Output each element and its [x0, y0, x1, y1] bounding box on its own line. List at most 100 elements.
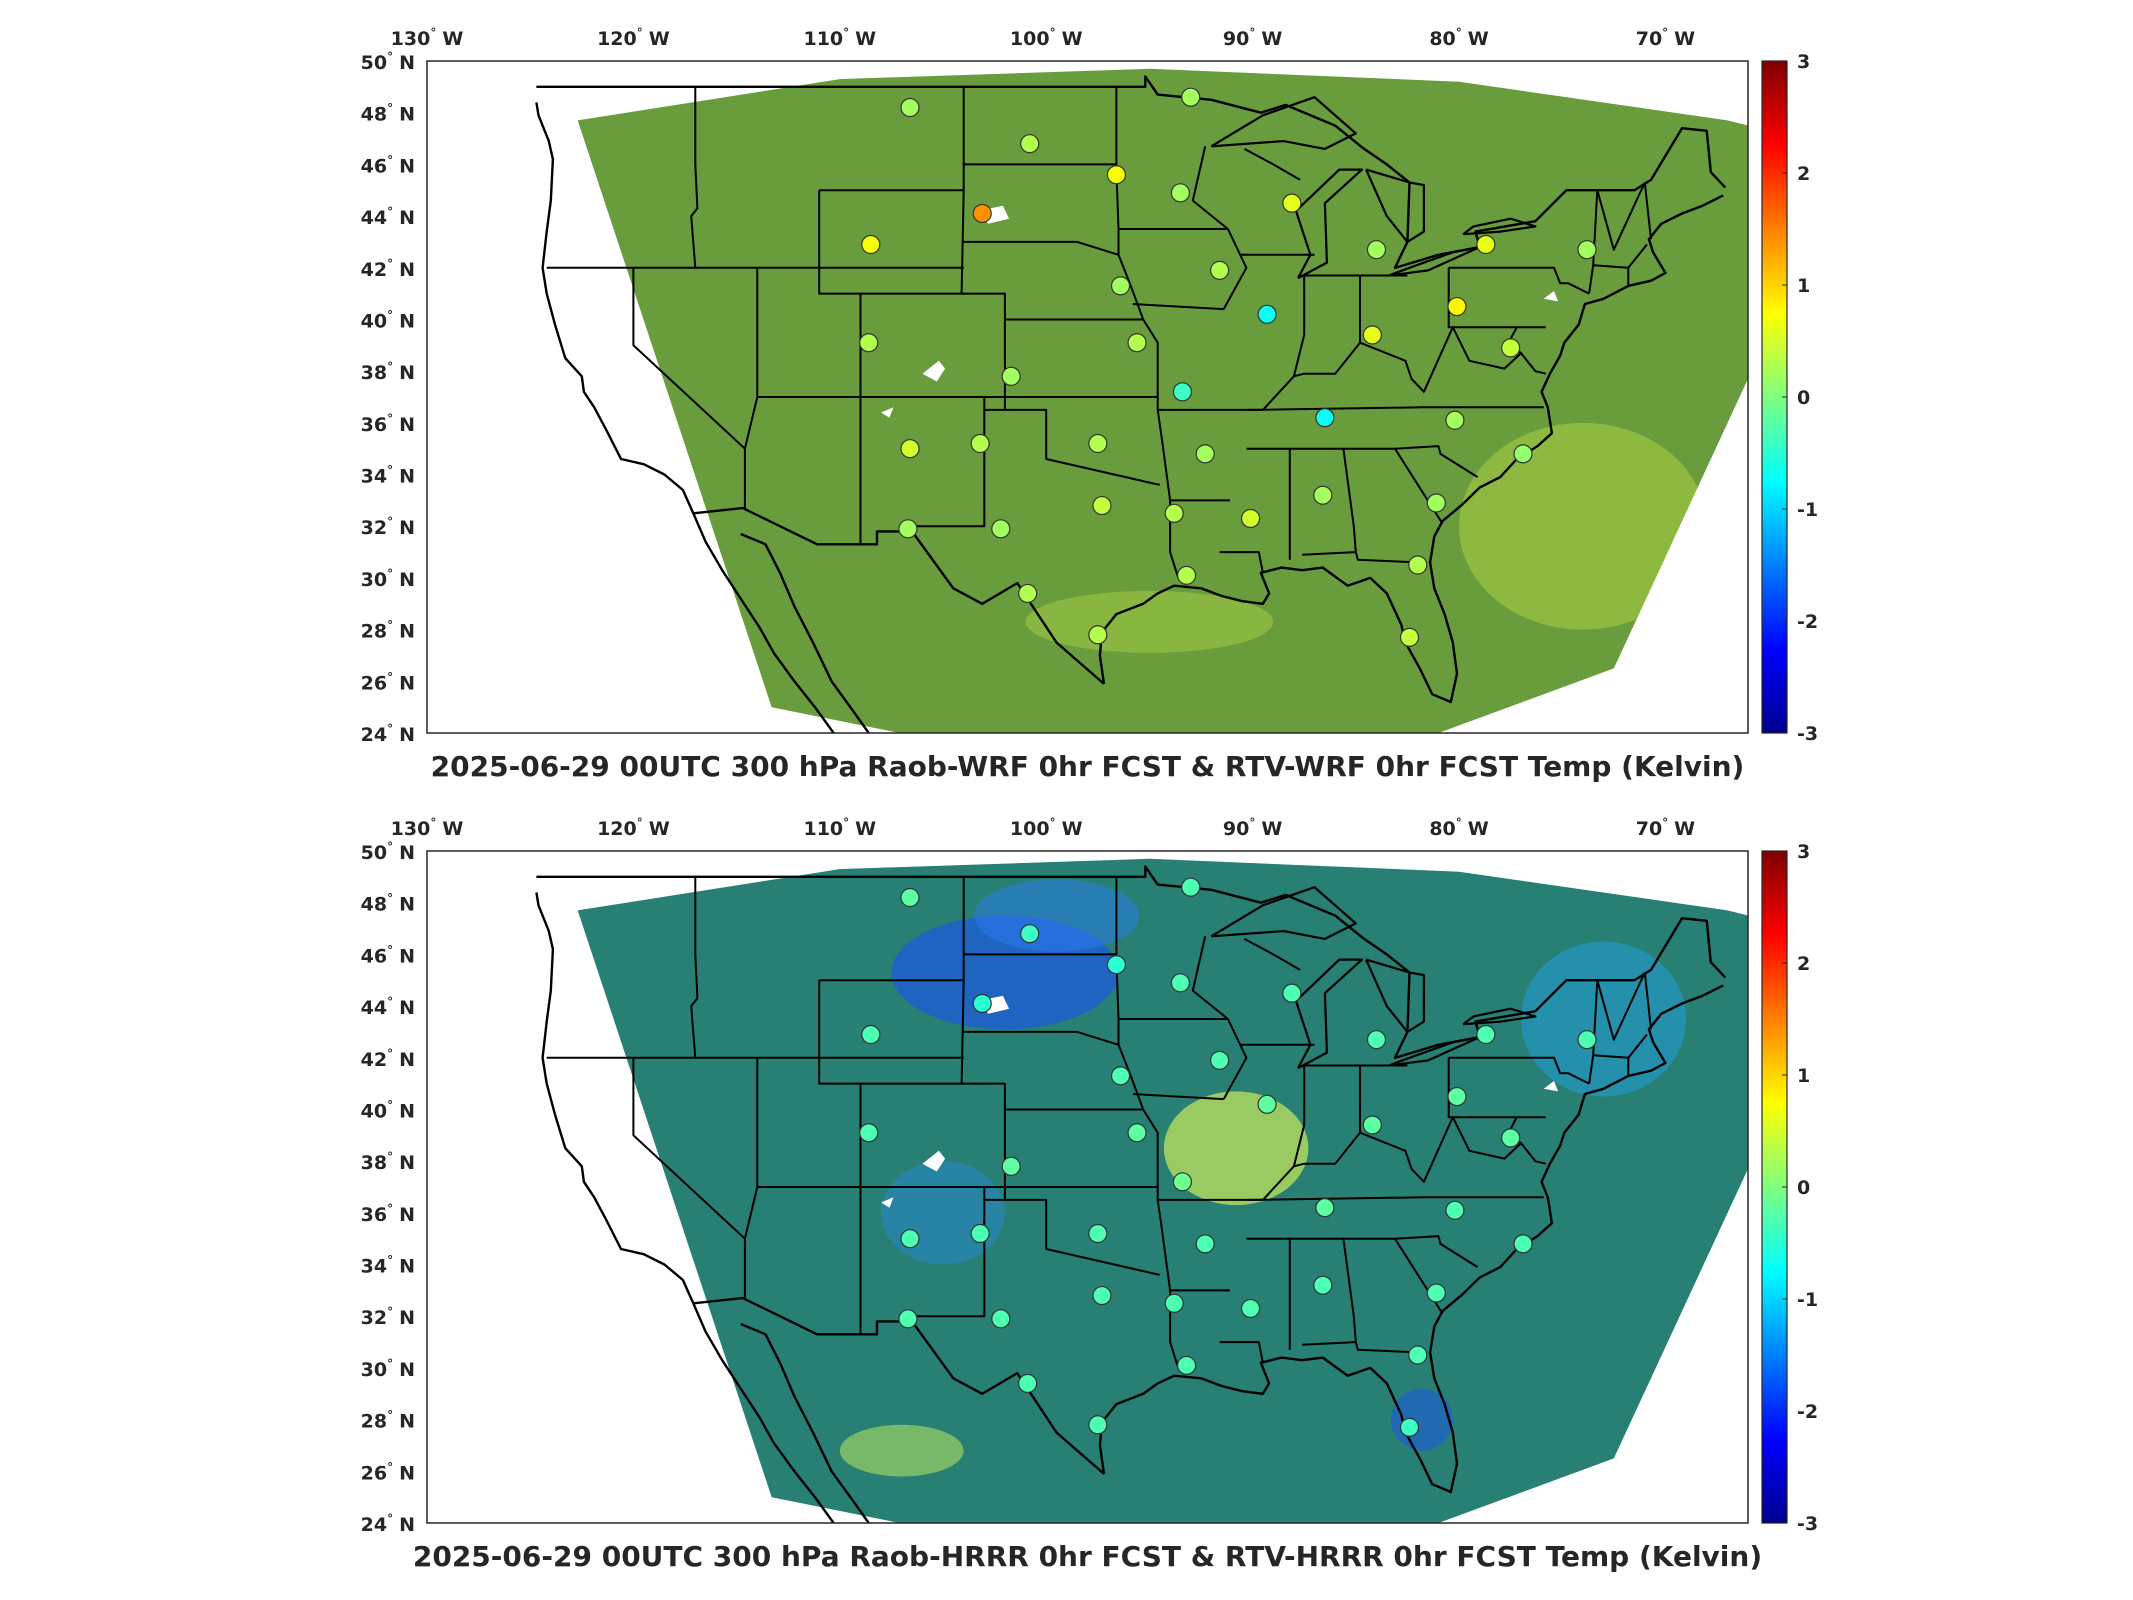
boundaries [535, 75, 1727, 733]
raob-station-marker [1164, 503, 1184, 523]
state-border [1394, 445, 1479, 478]
lat-tick-label: 26° N [361, 670, 415, 694]
raob-station-marker [1164, 1293, 1184, 1313]
colorbar-tick-label: -3 [1797, 1513, 1818, 1535]
raob-station-marker [1426, 493, 1446, 513]
lat-tick-label: 38° N [361, 1150, 415, 1174]
raob-station-marker [1127, 1123, 1147, 1143]
missing-data-patch [1543, 291, 1559, 302]
raob-station-marker [1399, 1417, 1420, 1437]
raob-station-marker [970, 433, 990, 454]
lon-tick-label: 130° W [391, 816, 464, 840]
raob-station-marker [1282, 983, 1302, 1003]
lon-tick-label: 100° W [1010, 26, 1083, 50]
coastline [740, 1322, 870, 1523]
state-border [1448, 266, 1590, 295]
lat-tick-label: 38° N [361, 360, 415, 384]
lake-shore [1388, 246, 1481, 277]
state-border [632, 267, 746, 509]
raob-station-marker [1366, 240, 1387, 260]
raob-station-marker [972, 203, 992, 224]
lat-tick-label: 44° N [361, 205, 415, 229]
lat-tick-label: 24° N [361, 1512, 415, 1536]
raob-station-marker [1176, 565, 1197, 585]
anomaly-patch [1025, 590, 1274, 653]
lat-tick-label: 44° N [361, 995, 415, 1019]
raob-station-marker [1088, 433, 1108, 454]
state-border [1243, 938, 1301, 971]
lat-tick-label: 40° N [361, 308, 415, 332]
state-border [1643, 972, 1652, 1030]
state-border [1596, 972, 1646, 1041]
colorbar-tick-label: 0 [1797, 1177, 1810, 1199]
raob-station-marker [1170, 973, 1190, 993]
state-border [963, 1030, 1119, 1046]
state-border [984, 1198, 1160, 1276]
raob-station-marker [1209, 260, 1230, 280]
colorbar-tick-label: -1 [1797, 499, 1818, 521]
anomaly-patch [881, 1161, 1005, 1265]
colorbar-tick-label: 0 [1797, 387, 1810, 409]
raob-station-marker [1240, 508, 1261, 529]
raob-station-marker [1315, 408, 1335, 428]
raob-station-marker [1001, 1156, 1021, 1176]
colorbar: 3 2 1 0 -1 -2 -3 [1761, 841, 1818, 1535]
raob-station-marker [1366, 1030, 1387, 1050]
raob-station-marker [1426, 1283, 1446, 1303]
anomaly-patch [1459, 422, 1707, 630]
state-border [1132, 303, 1224, 311]
field-texture [577, 68, 1748, 733]
colorbar-tick-label: -2 [1797, 1401, 1818, 1423]
lat-tick-label: 40° N [361, 1098, 415, 1122]
raob-station-marker [1092, 495, 1112, 516]
lat-tick-label: 48° N [361, 102, 415, 126]
raob-station-marker [1257, 1094, 1277, 1114]
lon-tick-label: 110° W [803, 26, 876, 50]
lat-tick-label: 50° N [361, 840, 415, 864]
lat-tick-label: 42° N [361, 1047, 415, 1071]
lat-tick-label: 36° N [361, 412, 415, 436]
raob-station-marker [1001, 366, 1021, 386]
colorbar: 3 2 1 0 -1 -2 -3 [1761, 51, 1818, 745]
boundaries [535, 865, 1727, 1523]
raob-station-marker [1106, 955, 1126, 975]
state-border [1191, 146, 1248, 310]
missing-data-patch [1543, 1081, 1559, 1092]
colorbar-tick-label: -1 [1797, 1289, 1818, 1311]
colorbar-tick-label: 1 [1797, 275, 1810, 297]
raob-station-marker [1445, 410, 1465, 430]
state-border [1394, 1235, 1479, 1268]
coastline [1098, 194, 1724, 704]
raob-station-marker [1577, 240, 1597, 260]
state-border [1354, 551, 1418, 564]
raob-station-marker [1362, 1115, 1382, 1135]
raob-station-marker [1020, 134, 1040, 154]
lat-tick-label: 30° N [361, 1357, 415, 1381]
raob-station-marker [1176, 1355, 1197, 1375]
lon-tick-label: 120° W [597, 816, 670, 840]
lake-shore [1210, 96, 1357, 150]
raob-station-marker [1240, 1298, 1261, 1319]
state-border [1292, 1065, 1306, 1167]
raob-station-marker [1088, 625, 1108, 645]
state-border [963, 240, 1119, 256]
lon-tick-label: 100° W [1010, 816, 1083, 840]
state-border [1643, 182, 1652, 240]
raob-station-marker [898, 1309, 918, 1329]
state-border [546, 876, 699, 1059]
anomaly-patch [891, 915, 1119, 1030]
raob-station-marker [1315, 1198, 1335, 1218]
anomaly-patch [839, 1424, 964, 1477]
raob-station-marker [1172, 1172, 1193, 1192]
map-area [535, 858, 1748, 1523]
raob-station-marker [1313, 1275, 1333, 1295]
map-panel-bottom: 130° W 120° W 110° W 100° W 90° W 80° W 70° W 50° N 48° N… [361, 816, 1818, 1573]
state-border [1289, 447, 1357, 556]
raob-station-marker [1088, 1223, 1108, 1244]
state-border [818, 980, 964, 1085]
raob-station-marker [1447, 296, 1467, 317]
lat-tick-label: 46° N [361, 943, 415, 967]
raob-station-marker [1170, 183, 1190, 203]
lon-tick-label: 70° W [1636, 26, 1695, 50]
lat-tick-label: 24° N [361, 722, 415, 746]
